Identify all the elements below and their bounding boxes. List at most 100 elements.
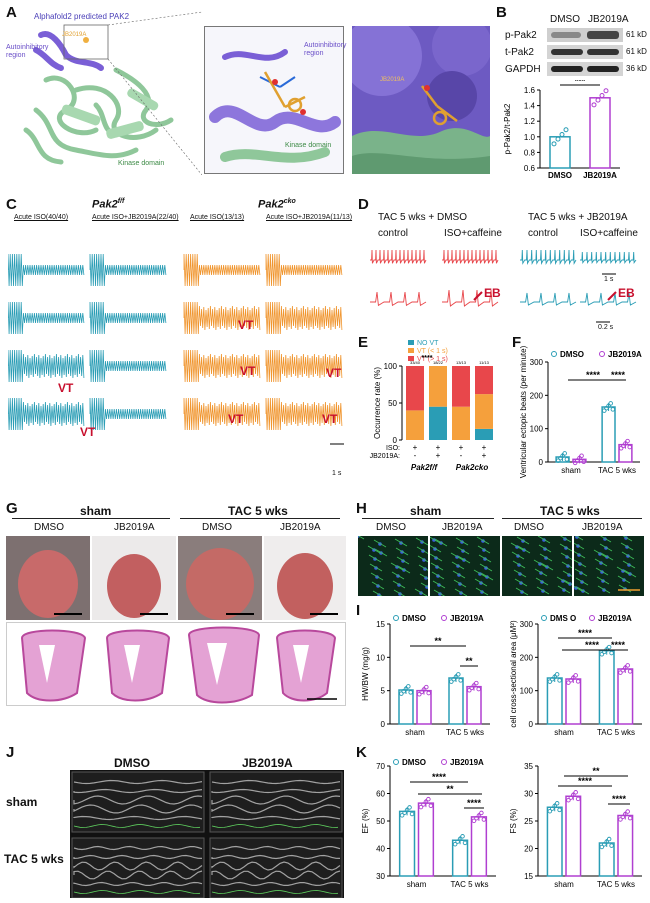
y-axis-label: FS (%) [509, 808, 518, 833]
data-point [551, 141, 557, 147]
panel-label-b: B [496, 4, 507, 21]
data-point [595, 97, 601, 103]
ecg-trace [183, 397, 261, 431]
sig-stars: **** [578, 628, 593, 638]
arrow [473, 291, 483, 301]
legend-label: DMSO [402, 614, 426, 623]
bar [601, 406, 616, 463]
panel-c-ecg-traces [8, 253, 344, 445]
g-col-2: JB2019A [114, 522, 155, 533]
data-point [460, 834, 465, 839]
data-point [402, 810, 407, 815]
echo-band [73, 815, 203, 821]
data-point [481, 817, 487, 822]
echo-band [73, 845, 203, 851]
data-point [403, 686, 409, 692]
legend-marker [551, 351, 557, 357]
panel-label-k: K [356, 744, 367, 761]
ligand-label: JB2019A [62, 32, 87, 38]
data-point [609, 650, 614, 656]
ecg-trace [265, 253, 343, 287]
g-col-4: JB2019A [280, 522, 321, 533]
bar-count: 11/13 [479, 360, 489, 365]
echo-band [211, 779, 341, 785]
y-axis-label: p-Pak2/t-Pak2 [503, 103, 512, 154]
jb-sign: + [482, 451, 487, 460]
g-col-1: DMSO [34, 522, 64, 533]
data-point [399, 691, 404, 696]
eb-label-2: EB [618, 286, 635, 300]
data-point [550, 676, 555, 682]
vt-label-c3: VT [238, 318, 254, 332]
data-point [610, 407, 616, 412]
d-scale-02s: 0.2 s [598, 324, 614, 331]
stacked-bar-segment [475, 366, 493, 395]
y-tick-label: 25 [524, 817, 533, 826]
x-tick-label: TAC 5 wks [597, 728, 635, 737]
bar [617, 668, 634, 725]
data-point [550, 806, 555, 811]
data-point [462, 840, 468, 846]
y-tick-label: 50 [376, 817, 385, 826]
legend-marker [599, 351, 605, 357]
panel-a-surface [352, 26, 490, 174]
bar [565, 795, 582, 877]
legend-label: VT (> 1 s) [417, 356, 448, 363]
y-tick-label: 0.6 [524, 164, 536, 173]
autoinhibitory-label: Autoinhibitory region [6, 44, 49, 59]
bar [546, 677, 563, 725]
data-point [424, 684, 429, 690]
iso-sign: + [413, 443, 418, 452]
surface-ligand-label: JB2019A [380, 77, 405, 83]
data-point [547, 808, 553, 814]
data-point [562, 451, 567, 456]
stacked-bar-segment [429, 406, 447, 440]
echo-band [73, 861, 203, 871]
echo-band [211, 854, 341, 860]
data-point [449, 679, 454, 684]
x-tick-label: JB2019A [583, 171, 617, 180]
ecg-trace [89, 301, 167, 335]
data-point [604, 839, 609, 844]
data-point [421, 802, 426, 807]
stacked-bar-segment [452, 406, 470, 440]
bar [546, 806, 563, 877]
x-tick-label: sham [554, 728, 574, 737]
data-point [417, 692, 422, 697]
data-point [625, 438, 630, 444]
echo-band [73, 881, 203, 887]
x-tick-label: sham [407, 880, 427, 889]
stacked-bar-segment [429, 366, 447, 407]
vt-label-c7: VT [322, 412, 338, 426]
d-control-1: control [378, 228, 409, 239]
j-row-tac: TAC 5 wks [4, 852, 64, 866]
ecg-trace [265, 397, 343, 431]
ecg-trace [442, 249, 499, 264]
kd-gapdh: 36 kD [626, 64, 647, 73]
data-point [479, 810, 484, 816]
data-point [623, 811, 628, 817]
echo-band [73, 870, 203, 880]
data-point [455, 839, 460, 844]
data-point [599, 844, 605, 850]
bar [417, 802, 435, 877]
echo-band [211, 795, 341, 805]
y-tick-label: 30 [524, 790, 533, 799]
data-point [408, 690, 413, 695]
y-tick-label: 1.4 [524, 102, 536, 111]
g-sham: sham [80, 504, 112, 518]
data-point [591, 102, 597, 108]
panel-g-he-sections [6, 622, 346, 706]
sig-stars: *** [575, 80, 586, 86]
panel-label-h: H [356, 500, 367, 517]
data-point [426, 690, 431, 696]
echo-band [73, 804, 203, 814]
echo-band [73, 788, 203, 794]
data-point [623, 665, 628, 671]
data-point [401, 688, 406, 694]
sig-stars: ** [465, 656, 473, 666]
echo-band [211, 870, 341, 880]
ecg-trace [89, 397, 167, 431]
ecg-trace [8, 301, 85, 335]
